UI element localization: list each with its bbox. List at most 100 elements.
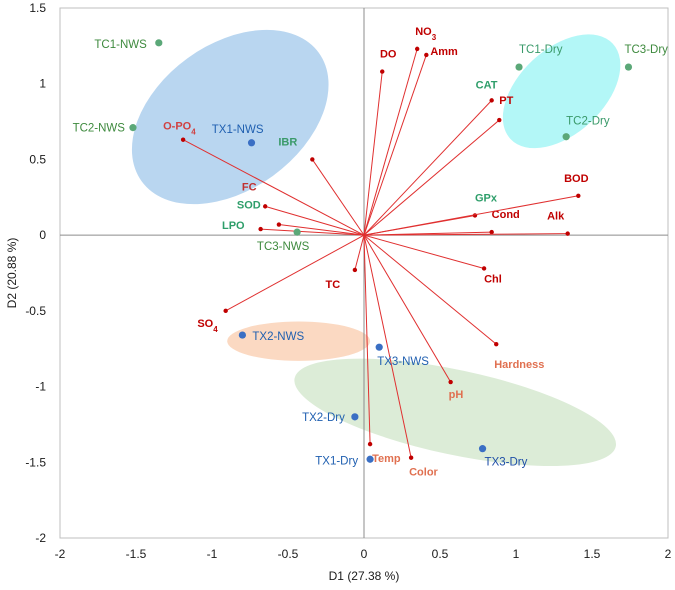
vector-tip xyxy=(223,308,228,314)
sample-label: TC3-NWS xyxy=(257,241,310,253)
vector-line xyxy=(363,235,412,458)
x-tick-label: -0.5 xyxy=(278,547,299,561)
vector-line xyxy=(354,235,365,271)
sample-label: TX2-Dry xyxy=(302,412,345,424)
vector-tip xyxy=(276,222,282,227)
y-tick-label: -2 xyxy=(35,531,46,545)
sample-tx3-dry: TX3-Dry xyxy=(478,445,528,469)
x-tick-label: -1 xyxy=(207,547,218,561)
vector-label: Alk xyxy=(547,211,565,223)
sample-point xyxy=(129,124,137,132)
sample-label: TX1-NWS xyxy=(212,124,264,136)
vector-sod: SOD xyxy=(237,200,365,236)
vector-tip xyxy=(489,98,494,103)
vector-tip xyxy=(494,341,499,347)
vector-tip xyxy=(565,231,570,236)
vector-line xyxy=(363,234,497,345)
vector-cat: CAT xyxy=(363,79,498,236)
vector-tip xyxy=(576,193,581,198)
vector-label: NO3 xyxy=(415,26,437,42)
vector-label: GPx xyxy=(475,192,498,204)
sample-tc2-nws: TC2-NWS xyxy=(73,123,137,135)
vector-label: Chl xyxy=(484,273,502,285)
sample-point xyxy=(293,228,301,236)
vector-tip xyxy=(352,267,358,273)
sample-tc3-nws: TC3-NWS xyxy=(257,228,310,253)
sample-label: TC1-Dry xyxy=(519,44,563,56)
vector-line xyxy=(363,235,371,445)
ellipse-tx2-nws-cluster xyxy=(227,321,371,361)
vector-line xyxy=(265,205,365,236)
vector-tip xyxy=(310,157,315,162)
ellipse-dry-cluster xyxy=(502,34,621,149)
sample-label: TC2-NWS xyxy=(73,123,126,135)
vector-fc: FC xyxy=(242,181,365,236)
vector-line xyxy=(363,195,579,236)
vector-bod: BOD xyxy=(363,173,589,236)
vector-tip xyxy=(180,137,186,142)
vector-line xyxy=(278,224,365,236)
vector-label: BOD xyxy=(564,173,589,185)
vector-line xyxy=(311,159,365,236)
vector-label: O-PO4 xyxy=(163,121,196,137)
vector-ibr: IBR xyxy=(278,136,365,236)
vector-label: CAT xyxy=(476,79,498,91)
vector-label: IBR xyxy=(278,136,297,148)
vector-hardness: Hardness xyxy=(363,234,544,371)
vector-amm: Amm xyxy=(363,46,458,236)
vector-label: LPO xyxy=(222,220,245,232)
vector-tip xyxy=(489,229,494,235)
vector-tip xyxy=(408,455,414,460)
sample-point xyxy=(155,39,163,47)
vector-label: Hardness xyxy=(494,359,544,371)
vector-label: DO xyxy=(380,49,397,61)
vector-line xyxy=(363,100,493,236)
vector-tip xyxy=(263,204,268,209)
y-tick-label: 0 xyxy=(39,228,46,242)
y-tick-label: 0.5 xyxy=(29,152,46,166)
x-tick-label: 1.5 xyxy=(584,547,601,561)
sample-tx1-nws: TX1-NWS xyxy=(212,124,264,147)
vector-no3: NO3 xyxy=(363,26,437,236)
vector-line xyxy=(182,139,365,236)
y-tick-label: -1 xyxy=(35,380,46,394)
x-tick-label: -1.5 xyxy=(126,547,147,561)
sample-point xyxy=(515,63,523,71)
vector-tip xyxy=(481,266,487,271)
vector-chl: Chl xyxy=(363,234,502,285)
vector-label: pH xyxy=(449,389,464,401)
vector-pt: PT xyxy=(363,95,514,236)
vector-label: Amm xyxy=(430,46,458,58)
vector-line xyxy=(260,228,365,236)
sample-tx2-nws: TX2-NWS xyxy=(238,331,304,343)
vector-line xyxy=(363,234,485,269)
vector-label: FC xyxy=(242,181,257,193)
vector-tip xyxy=(415,46,420,52)
vector-line xyxy=(363,48,418,236)
vector-label: PT xyxy=(499,95,513,107)
vector-tc: TC xyxy=(326,235,365,291)
ellipse-dry-low-cluster xyxy=(294,358,617,467)
sample-point xyxy=(478,445,487,453)
x-tick-label: 0 xyxy=(361,547,368,561)
vector-tip xyxy=(258,226,263,232)
y-tick-label: 1 xyxy=(39,77,46,91)
vector-label: SO4 xyxy=(197,318,218,334)
vector-line xyxy=(363,234,452,383)
x-tick-label: 2 xyxy=(665,547,672,561)
vector-tip xyxy=(497,117,502,123)
sample-point xyxy=(247,139,256,147)
ellipse-nws-cluster xyxy=(131,29,329,205)
vector-line xyxy=(363,54,427,236)
x-tick-label: 1 xyxy=(513,547,520,561)
sample-point xyxy=(366,455,374,463)
vector-tip xyxy=(380,69,385,74)
sample-tc3-dry: TC3-Dry xyxy=(624,44,668,71)
vector-line xyxy=(363,71,383,236)
vector-alk: Alk xyxy=(363,211,570,236)
sample-point xyxy=(624,63,633,71)
x-axis-ticks: -2 -1.5 -1 -0.5 0 0.5 1 1.5 2 xyxy=(55,547,672,561)
sample-label: TX2-NWS xyxy=(252,331,304,343)
